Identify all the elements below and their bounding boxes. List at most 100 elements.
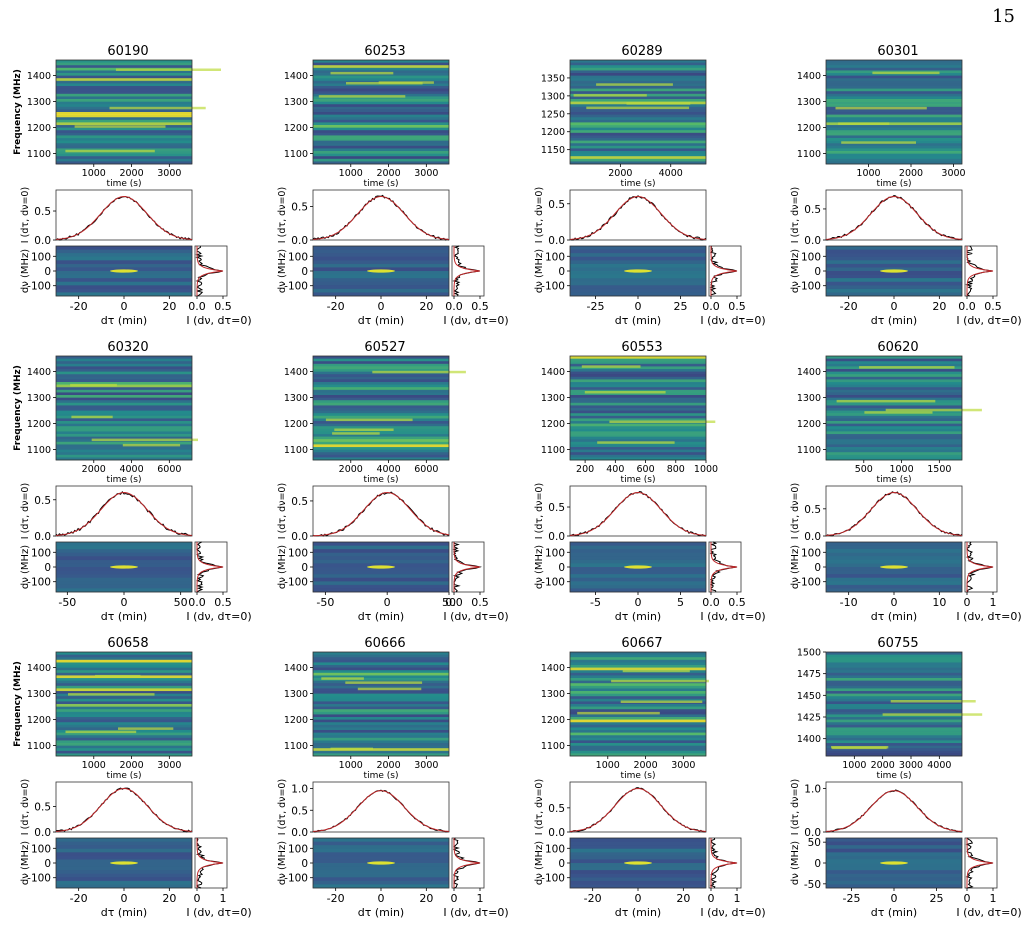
acf-band xyxy=(313,274,449,279)
acf-model-curve xyxy=(569,787,707,832)
scintle xyxy=(626,102,691,105)
spectrum-band xyxy=(313,397,449,401)
cut-tick-label: 0 xyxy=(451,892,458,905)
spectrum-band xyxy=(313,104,449,108)
scintle xyxy=(859,366,955,369)
acf-nu-tick-label: 100 xyxy=(801,251,821,263)
spectrum-band xyxy=(313,112,449,115)
spectrum-band xyxy=(570,753,706,757)
acf-band xyxy=(56,274,192,279)
page-number: 15 xyxy=(992,6,1015,27)
acf-time-ytick-label: 0.5 xyxy=(548,199,565,211)
acf-band xyxy=(826,278,962,282)
spectrum-band xyxy=(826,392,962,396)
acf-nu-tick-label: 100 xyxy=(545,251,565,263)
spectrum-band xyxy=(570,706,706,710)
spectrum-band xyxy=(56,706,192,710)
freq-tick-label: 1200 xyxy=(797,123,821,134)
acf-frequency-xlabel: I (dν, dτ=0) xyxy=(443,314,508,327)
spectrum-band xyxy=(313,717,449,720)
scintle xyxy=(841,141,916,144)
acf-band xyxy=(313,866,449,871)
time-tick-label: 800 xyxy=(667,464,685,475)
spectrum-band xyxy=(313,387,449,391)
spectrum-band xyxy=(313,125,449,128)
acf-time-ytick-label: 0.0 xyxy=(34,235,51,247)
spectrum-band xyxy=(570,415,706,419)
acf-nu-axis-label: dν (MHz) xyxy=(20,249,31,293)
cut-tick-label: 0.5 xyxy=(214,300,232,313)
scintle xyxy=(872,71,940,75)
acf-time-tick-label: -50 xyxy=(316,596,334,609)
acf-frequency-xlabel: I (dν, dτ=0) xyxy=(956,610,1021,623)
spectrum-band xyxy=(313,408,449,411)
spectrum-band xyxy=(826,444,962,448)
spectrum-band xyxy=(313,358,449,362)
spectrum-band xyxy=(56,130,192,134)
acf-band xyxy=(570,274,706,279)
acf-time-ytick-label: 1.0 xyxy=(291,784,308,796)
freq-tick-label: 1400 xyxy=(797,71,821,82)
acf-band xyxy=(313,852,449,857)
spectrum-band xyxy=(313,691,449,694)
acf-band xyxy=(313,567,449,571)
spectrum-band xyxy=(570,384,706,388)
acf-frequency-cut: 0.0 0.5I (dν, dτ=0) xyxy=(186,541,252,623)
spectrum-band xyxy=(570,392,706,396)
acf-peak xyxy=(624,269,652,273)
acf-nu-tick-label: 0 xyxy=(814,266,821,278)
acf-time-ytick-label: 0.5 xyxy=(291,202,308,214)
scintle xyxy=(573,94,647,97)
acf-band xyxy=(313,855,449,860)
spectrum-band xyxy=(570,371,706,375)
epoch-title: 60527 xyxy=(364,340,406,355)
spectrum-band xyxy=(826,680,962,684)
acf-band xyxy=(826,263,962,268)
acf-band xyxy=(56,559,192,564)
spectrum-band xyxy=(570,436,706,440)
freq-tick-label: 1400 xyxy=(27,367,51,378)
spectrum-band xyxy=(826,659,962,663)
spectrum-band xyxy=(826,657,962,661)
acf-time-tick-label: 25 xyxy=(674,300,688,313)
spectrum-band xyxy=(570,96,706,100)
acf-band xyxy=(570,884,706,889)
spectrum-band xyxy=(56,70,192,74)
acf-band xyxy=(826,253,962,257)
acf-band xyxy=(56,845,192,849)
cut-model-curve xyxy=(453,246,481,296)
spectrum-band xyxy=(570,683,706,687)
cut-tick-label: 1 xyxy=(220,892,227,905)
time-tick-label: 4000 xyxy=(119,464,143,475)
acf-frequency-xlabel: I (dν, dτ=0) xyxy=(700,610,765,623)
dynamic-spectrum: 1500 1475 1450 1425 1400 1000 2000 3000 4000 time… xyxy=(797,648,983,781)
acf-time-ytick-label: 0.0 xyxy=(804,827,821,839)
spectrum-band xyxy=(313,696,449,700)
acf-band xyxy=(56,577,192,582)
spectrum-band xyxy=(826,361,962,365)
acf-time-tick-label: -20 xyxy=(327,892,345,905)
acf-band xyxy=(56,271,192,275)
epoch-title: 60755 xyxy=(877,636,919,651)
spectrum-band xyxy=(570,379,706,383)
spectrum-band xyxy=(570,358,706,362)
cut-tick-label: 1 xyxy=(990,596,997,609)
acf-band xyxy=(826,866,962,871)
spectrum-band xyxy=(826,667,962,671)
spectrum-band xyxy=(313,719,449,723)
spectrum-band xyxy=(570,138,706,141)
acf-time-tick-label: 0 xyxy=(378,892,385,905)
time-tick-label: 2000 xyxy=(119,168,143,179)
cut-tick-label: 1 xyxy=(734,892,741,905)
spectrum-band xyxy=(56,657,192,661)
acf-band xyxy=(826,859,962,864)
spectrum-band xyxy=(313,158,449,162)
spectrum-band xyxy=(56,753,192,757)
dynamic-spectrum: 1400 1300 1200 1100 2000 4000 6000 time (s) xyxy=(284,355,466,485)
spectrum-band xyxy=(56,96,192,100)
spectrum-band xyxy=(56,122,192,126)
time-tick-label: 4000 xyxy=(376,464,400,475)
spectrum-band xyxy=(826,376,962,380)
scintle xyxy=(65,730,137,734)
